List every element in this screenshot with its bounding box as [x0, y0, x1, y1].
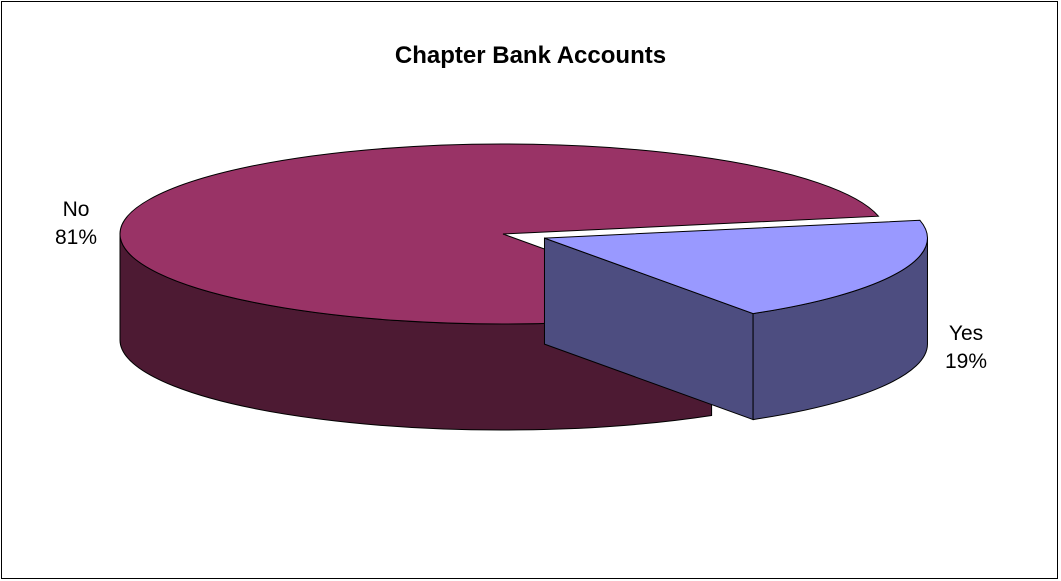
slice-label-no-name: No [62, 198, 90, 221]
slice-label-no-value: 81% [54, 226, 98, 249]
slice-no-top [119, 143, 880, 325]
slice-label-no: No 81% [44, 196, 108, 252]
slice-label-yes-value: 19% [944, 350, 988, 373]
slice-label-yes-name: Yes [948, 322, 984, 345]
slice-label-yes: Yes 19% [934, 320, 998, 376]
chart-title: Chapter Bank Accounts [394, 42, 667, 69]
slice-yes-top [544, 219, 928, 315]
